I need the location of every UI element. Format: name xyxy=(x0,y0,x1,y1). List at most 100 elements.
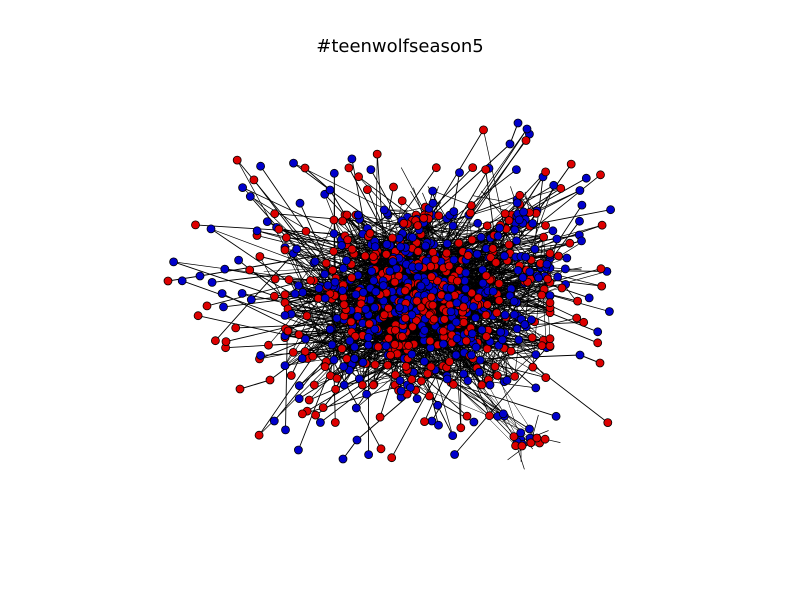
graph-node xyxy=(362,185,372,195)
graph-node xyxy=(269,291,279,301)
graph-node xyxy=(352,435,362,445)
graph-node xyxy=(596,264,606,274)
graph-node xyxy=(426,292,436,302)
graph-node xyxy=(297,353,307,363)
graph-node xyxy=(367,266,377,276)
graph-node xyxy=(389,182,398,192)
graph-node xyxy=(339,362,349,372)
graph-node xyxy=(446,307,456,317)
graph-nodes xyxy=(163,118,615,464)
graph-node xyxy=(575,216,584,226)
graph-node xyxy=(575,186,585,195)
graph-node xyxy=(311,410,321,420)
graph-node xyxy=(581,173,591,183)
graph-node xyxy=(545,298,555,308)
graph-node xyxy=(378,281,388,291)
graph-node xyxy=(522,124,532,134)
graph-node xyxy=(505,139,515,149)
graph-node xyxy=(195,271,205,281)
graph-node xyxy=(510,225,520,235)
graph-edge xyxy=(173,261,352,323)
graph-node xyxy=(496,327,506,337)
graph-node xyxy=(467,235,477,245)
graph-node xyxy=(217,289,227,298)
graph-edge xyxy=(239,379,271,390)
graph-node xyxy=(347,244,357,254)
graph-node xyxy=(407,349,417,359)
graph-node xyxy=(331,384,341,394)
graph-node xyxy=(382,239,392,249)
graph-node xyxy=(459,302,468,312)
graph-node xyxy=(428,186,438,196)
graph-node xyxy=(416,281,426,291)
graph-node xyxy=(448,221,458,231)
graph-node xyxy=(513,265,523,275)
graph-node xyxy=(481,332,491,341)
graph-node xyxy=(365,228,375,238)
graph-edge xyxy=(386,357,430,397)
graph-node xyxy=(306,275,315,285)
graph-node xyxy=(521,136,531,145)
graph-node xyxy=(368,252,378,262)
graph-node xyxy=(283,326,293,336)
graph-node xyxy=(360,251,370,261)
graph-node xyxy=(491,258,501,267)
graph-node xyxy=(527,315,536,325)
graph-node xyxy=(466,201,476,210)
graph-node xyxy=(434,420,443,430)
graph-node xyxy=(338,263,348,273)
graph-node xyxy=(294,281,303,290)
graph-node xyxy=(459,317,469,327)
graph-node xyxy=(238,183,248,193)
graph-node xyxy=(280,310,290,320)
graph-node xyxy=(541,373,551,383)
graph-node xyxy=(541,167,550,177)
graph-node xyxy=(412,394,422,404)
graph-node xyxy=(504,216,514,225)
graph-node xyxy=(452,276,462,286)
graph-node xyxy=(397,332,407,342)
graph-node xyxy=(512,165,521,175)
graph-node xyxy=(329,215,339,225)
graph-node xyxy=(442,248,452,258)
graph-node xyxy=(329,355,339,365)
graph-node xyxy=(469,302,478,312)
graph-node xyxy=(448,431,458,441)
graph-node xyxy=(390,277,400,287)
graph-node xyxy=(288,347,298,357)
graph-node xyxy=(597,220,607,230)
graph-node xyxy=(482,221,492,231)
graph-node xyxy=(509,310,519,320)
graph-node xyxy=(442,239,452,249)
graph-node xyxy=(476,232,486,242)
graph-node xyxy=(281,425,290,435)
graph-node xyxy=(320,293,330,303)
graph-node xyxy=(488,244,498,253)
graph-node xyxy=(301,226,311,236)
graph-edge xyxy=(467,312,496,367)
graph-node xyxy=(383,360,393,370)
graph-node xyxy=(425,336,435,346)
graph-node xyxy=(387,453,397,463)
graph-edge xyxy=(447,174,601,298)
graph-edge xyxy=(466,302,518,314)
graph-node xyxy=(465,208,475,218)
graph-node xyxy=(429,314,439,324)
graph-node xyxy=(545,291,555,300)
graph-node xyxy=(597,281,607,291)
graph-node xyxy=(534,273,543,283)
graph-node xyxy=(338,286,347,296)
graph-node xyxy=(509,432,519,442)
graph-node xyxy=(400,313,410,323)
graph-node xyxy=(339,300,349,310)
graph-node xyxy=(390,325,400,335)
figure-title: #teenwolfseason5 xyxy=(316,36,484,57)
graph-node xyxy=(358,357,368,367)
graph-node xyxy=(361,304,371,314)
graph-node xyxy=(379,205,389,215)
graph-node xyxy=(577,236,586,246)
graph-node xyxy=(290,289,300,299)
graph-node xyxy=(177,276,187,286)
graph-node xyxy=(396,242,406,252)
graph-edge xyxy=(426,242,602,287)
